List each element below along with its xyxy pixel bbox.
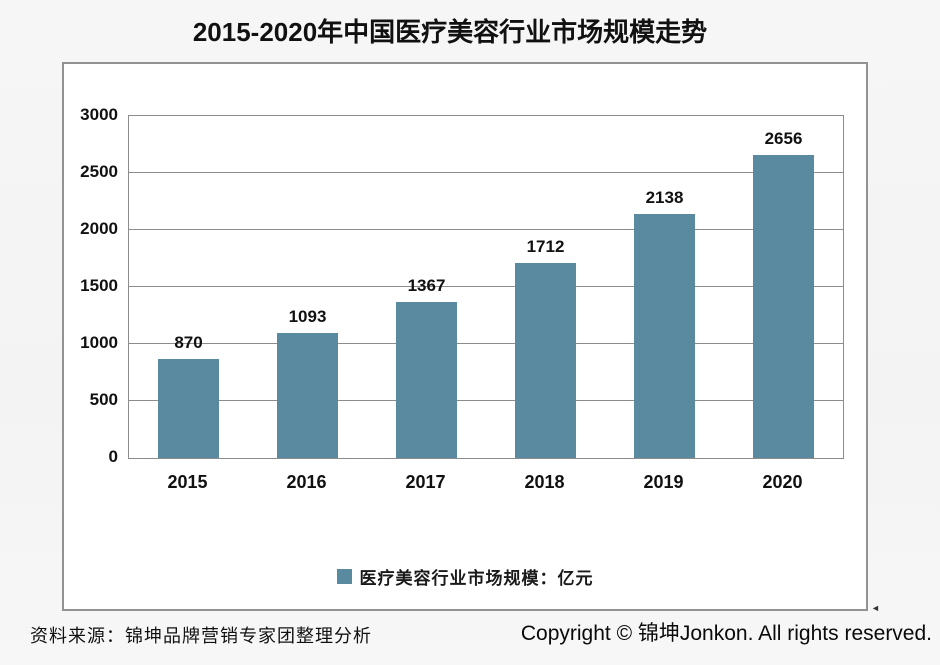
gridline xyxy=(129,400,843,401)
copyright-text: Copyright © 锦坤Jonkon. All rights reserve… xyxy=(520,622,932,645)
bar-value-label: 2138 xyxy=(645,188,684,208)
bar-2020 xyxy=(753,155,814,458)
x-tick-label-2017: 2017 xyxy=(405,472,446,492)
chart-panel: 870 1093 1367 1712 2138 2656 0 500 1000 1500 2000… xyxy=(62,62,868,611)
plot-area: 870 1093 1367 1712 2138 2656 xyxy=(128,115,844,459)
bar-value-label: 1093 xyxy=(288,307,327,327)
y-tick-label: 0 xyxy=(108,447,118,466)
legend: 医疗美容行业市场规模：亿元 xyxy=(64,564,866,589)
x-tick-label-2020: 2020 xyxy=(762,472,803,492)
bar-2015 xyxy=(158,358,219,458)
source-note: 资料来源：锦坤品牌营销专家团整理分析 xyxy=(30,626,372,646)
y-tick-label: 2000 xyxy=(80,219,118,238)
bar-2016 xyxy=(277,333,338,458)
x-tick-label-2018: 2018 xyxy=(524,472,565,492)
bar-value-label: 1712 xyxy=(526,236,565,256)
gridline xyxy=(129,286,843,287)
y-tick-label: 3000 xyxy=(80,105,118,124)
legend-label: 医疗美容行业市场规模：亿元 xyxy=(359,569,594,588)
x-tick-label-2015: 2015 xyxy=(167,472,208,492)
y-tick-label: 500 xyxy=(89,390,118,409)
chart-title: 2015-2020年中国医疗美容行业市场规模走势 xyxy=(192,17,708,47)
bar-2018 xyxy=(515,262,576,458)
y-tick-label: 1000 xyxy=(80,333,118,352)
bar-2017 xyxy=(396,302,457,458)
x-tick-label-2019: 2019 xyxy=(643,472,684,492)
y-tick-label: 1500 xyxy=(80,276,118,295)
bar-value-label: 870 xyxy=(174,332,203,352)
gridline xyxy=(129,172,843,173)
bar-2019 xyxy=(634,214,695,458)
bar-value-label: 2656 xyxy=(764,129,803,149)
bar-value-label: 1367 xyxy=(407,276,446,296)
x-tick-label-2016: 2016 xyxy=(286,472,327,492)
gridline xyxy=(129,229,843,230)
legend-swatch xyxy=(336,569,352,584)
resize-handle-icon: ◄ xyxy=(871,603,880,613)
gridline xyxy=(129,343,843,344)
y-tick-label: 2500 xyxy=(80,162,118,181)
